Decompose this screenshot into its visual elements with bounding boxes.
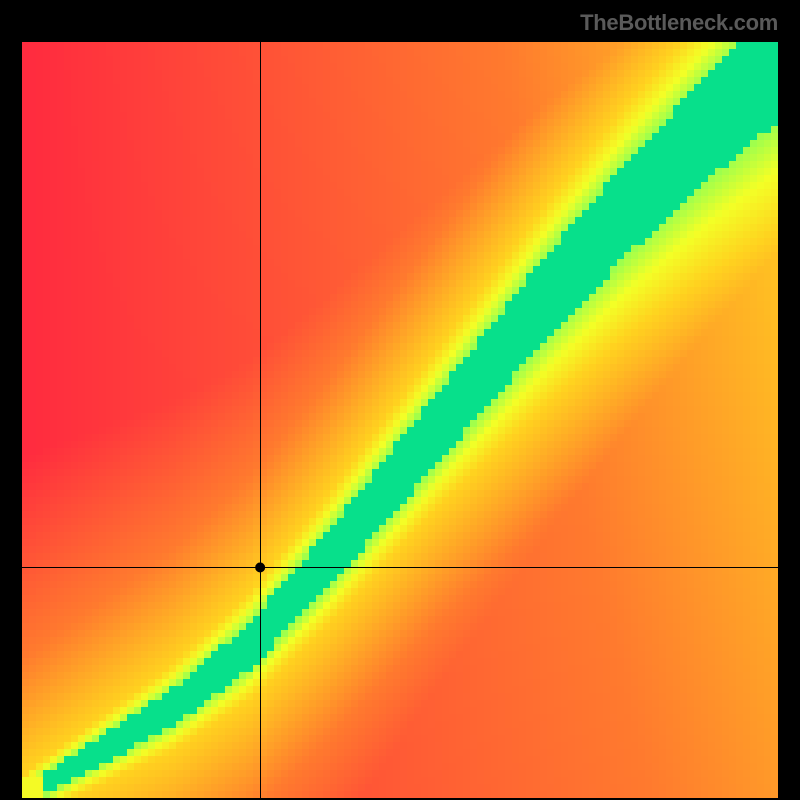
- heatmap-plot: [22, 42, 778, 798]
- watermark-text: TheBottleneck.com: [580, 10, 778, 36]
- heatmap-canvas: [22, 42, 778, 798]
